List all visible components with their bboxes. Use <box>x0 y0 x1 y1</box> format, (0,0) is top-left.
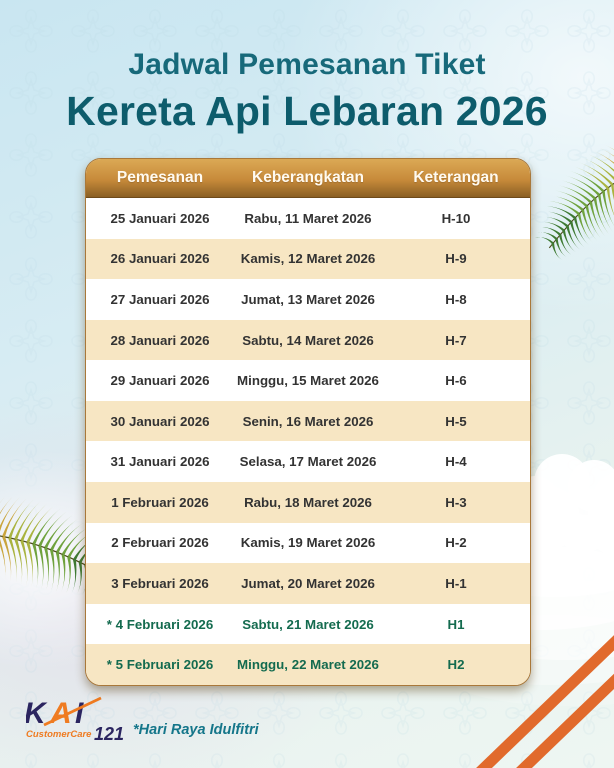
svg-text:I: I <box>75 697 84 730</box>
svg-text:121: 121 <box>94 724 124 741</box>
svg-text:CustomerCare: CustomerCare <box>26 729 92 740</box>
